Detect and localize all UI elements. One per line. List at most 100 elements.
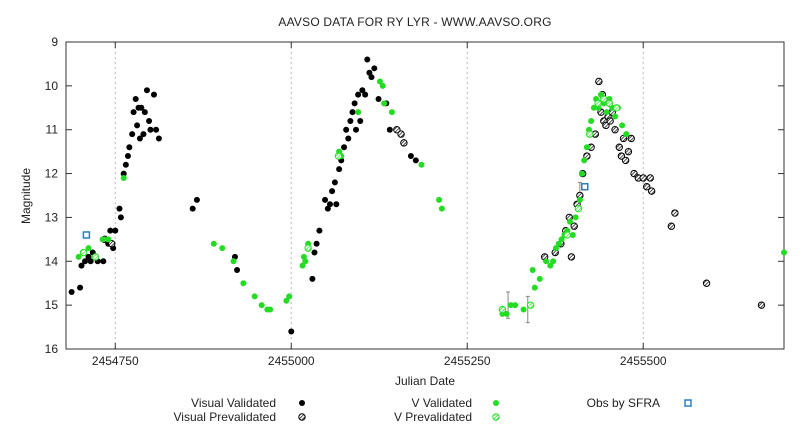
- visual-validated-point: [288, 328, 295, 335]
- visual-validated-point: [357, 117, 364, 124]
- plot-frame: [65, 41, 785, 350]
- visual-validated-point: [138, 104, 145, 111]
- visual-prevalidated-point: [621, 156, 630, 165]
- visual-validated-point: [329, 188, 336, 195]
- v-validated-point: [251, 293, 258, 300]
- v-validated-point: [286, 293, 293, 300]
- v-validated-point: [381, 100, 388, 107]
- visual-prevalidated-point: [400, 139, 408, 147]
- visual-validated-point: [347, 117, 354, 124]
- v-validated-point: [283, 297, 290, 304]
- v-prevalidated-point: [600, 95, 608, 103]
- v-validated-point: [230, 258, 237, 265]
- visual-prevalidated-point: [647, 187, 656, 195]
- v-validated-point: [781, 249, 787, 256]
- v-validated-point: [379, 82, 386, 89]
- v-validated-point: [619, 122, 626, 129]
- legend-marker: [299, 400, 305, 406]
- visual-prevalidated-point: [570, 222, 578, 230]
- legend-label: V Prevalidated: [394, 410, 472, 424]
- visual-prevalidated-point: [630, 169, 638, 178]
- legend-marker: [298, 413, 306, 421]
- visual-validated-point: [193, 196, 200, 203]
- visual-validated-point: [134, 122, 141, 129]
- v-validated-point: [583, 144, 590, 151]
- visual-validated-point: [136, 135, 143, 142]
- visual-validated-point: [130, 109, 137, 116]
- v-validated-point: [240, 280, 247, 287]
- visual-validated-point: [353, 126, 360, 133]
- v-prevalidated-point: [91, 253, 100, 261]
- visual-validated-point: [311, 249, 318, 256]
- visual-validated-point: [117, 214, 124, 221]
- visual-prevalidated-point: [567, 253, 576, 261]
- v-validated-point: [588, 117, 595, 124]
- visual-validated-point: [107, 227, 114, 234]
- v-validated-point: [512, 302, 519, 309]
- visual-prevalidated-point: [627, 134, 635, 143]
- legend-label: Obs by SFRA: [587, 396, 660, 410]
- v-validated-point: [520, 306, 527, 313]
- visual-validated-point: [326, 201, 333, 208]
- v-validated-point: [302, 258, 309, 265]
- visual-validated-point: [129, 131, 136, 138]
- visual-validated-point: [122, 161, 129, 168]
- visual-prevalidated-point: [615, 143, 623, 151]
- v-validated-point: [258, 302, 265, 309]
- v-prevalidated-point: [526, 301, 535, 309]
- visual-validated-point: [126, 144, 133, 151]
- visual-validated-point: [116, 205, 123, 212]
- v-validated-point: [529, 267, 536, 274]
- visual-validated-point: [100, 258, 107, 265]
- v-validated-point: [547, 262, 554, 269]
- visual-validated-point: [331, 179, 338, 186]
- v-validated-point: [120, 174, 127, 181]
- visual-validated-point: [146, 117, 153, 124]
- visual-validated-point: [313, 240, 320, 247]
- visual-prevalidated-point: [646, 174, 654, 182]
- chart-title: AAVSO DATA FOR RY LYR - WWW.AAVSO.ORG: [278, 15, 551, 29]
- v-prevalidated-point: [586, 130, 594, 138]
- visual-prevalidated-point: [397, 130, 405, 138]
- v-validated-point: [355, 109, 362, 116]
- visual-prevalidated-point: [606, 117, 614, 125]
- x-tick-label: 2455500: [620, 354, 667, 368]
- visual-validated-point: [147, 126, 154, 133]
- y-tick-label: 12: [45, 167, 59, 181]
- visual-prevalidated-point: [619, 134, 628, 143]
- v-prevalidated-point: [612, 104, 621, 112]
- y-tick-label: 11: [46, 123, 59, 137]
- v-validated-point: [105, 236, 112, 243]
- visual-validated-point: [364, 56, 371, 63]
- v-validated-point: [376, 78, 383, 85]
- visual-validated-point: [124, 153, 131, 160]
- points-layer: [68, 56, 787, 335]
- visual-validated-point: [77, 284, 84, 291]
- visual-validated-point: [143, 87, 150, 94]
- v-validated-point: [603, 109, 610, 116]
- obs-by-sfra-point: [82, 231, 91, 239]
- v-prevalidated-point: [563, 231, 571, 239]
- v-validated-point: [550, 258, 557, 265]
- v-validated-point: [388, 109, 395, 116]
- v-validated-point: [569, 231, 576, 238]
- visual-validated-point: [87, 258, 94, 265]
- visual-validated-point: [141, 109, 148, 116]
- visual-validated-point: [351, 100, 358, 107]
- visual-validated-point: [343, 126, 350, 133]
- y-tick-label: 15: [45, 298, 59, 312]
- v-prevalidated-point: [498, 305, 507, 314]
- v-validated-point: [418, 161, 425, 168]
- visual-validated-point: [355, 91, 362, 98]
- v-validated-point: [543, 258, 550, 265]
- visual-validated-point: [333, 201, 340, 208]
- v-validated-point: [503, 310, 510, 317]
- visual-validated-point: [412, 157, 419, 164]
- v-validated-point: [299, 262, 306, 269]
- legend-marker: [493, 400, 499, 406]
- ticks-layer: 9 10 11 12 13 14 15 16 2454750 2455000 2455250 2455…: [45, 35, 784, 368]
- v-validated-point: [572, 214, 579, 221]
- visual-validated-point: [371, 65, 378, 72]
- visual-validated-point: [68, 288, 75, 295]
